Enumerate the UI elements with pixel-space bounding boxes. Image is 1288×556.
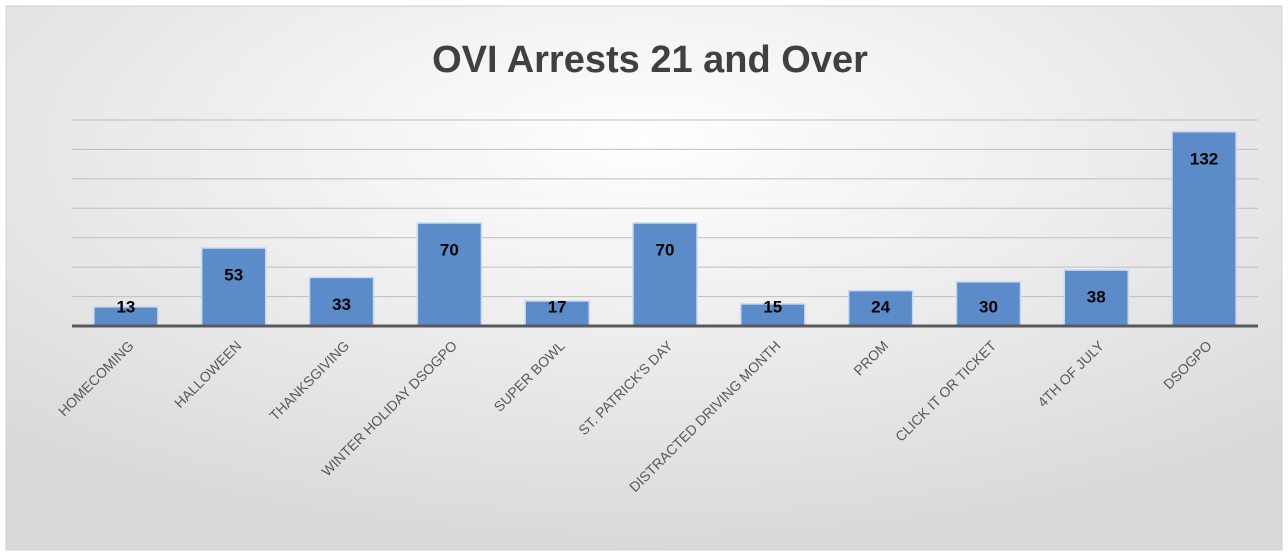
bar bbox=[308, 276, 375, 327]
data-label: 132 bbox=[1190, 149, 1218, 168]
bar bbox=[416, 222, 483, 327]
bar bbox=[524, 300, 590, 327]
chart-title: OVI Arrests 21 and Over bbox=[432, 39, 868, 81]
data-label: 70 bbox=[656, 240, 675, 259]
data-label: 70 bbox=[440, 240, 459, 259]
data-label: 24 bbox=[871, 297, 890, 316]
data-label: 38 bbox=[1087, 288, 1106, 307]
data-label: 13 bbox=[116, 297, 135, 316]
bar bbox=[1171, 131, 1237, 327]
data-label: 30 bbox=[979, 297, 998, 316]
bar bbox=[1063, 269, 1130, 327]
bar bbox=[632, 222, 698, 327]
data-label: 15 bbox=[763, 297, 782, 316]
data-label: 53 bbox=[224, 265, 243, 284]
data-label: 33 bbox=[332, 295, 351, 314]
data-label: 17 bbox=[548, 297, 567, 316]
bar bbox=[200, 247, 267, 327]
